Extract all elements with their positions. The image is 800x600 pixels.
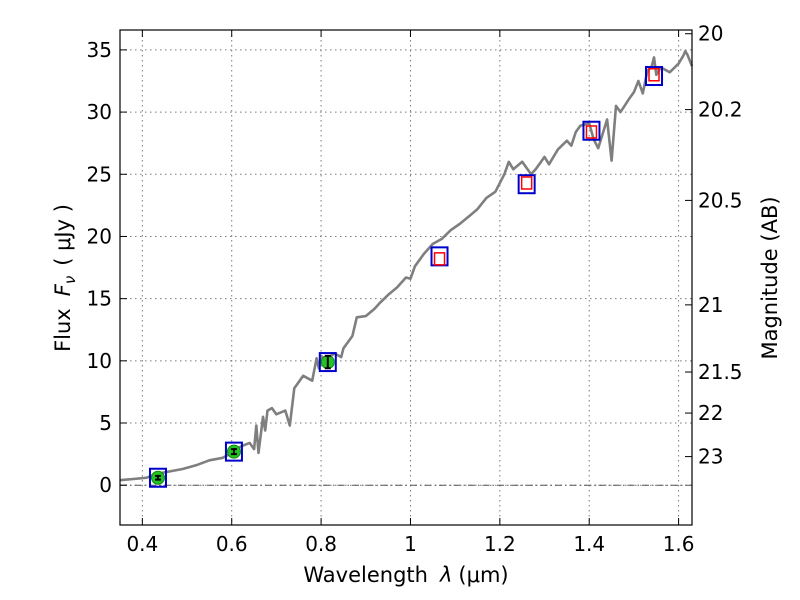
y-tick-label: 5: [99, 411, 112, 435]
y2-tick-label: 23: [698, 445, 723, 469]
x-axis-label: Wavelength λ (μm): [303, 563, 508, 587]
y-tick-label: 0: [99, 473, 112, 497]
y2-tick-label: 21.5: [698, 360, 743, 384]
filter-box: [318, 352, 337, 373]
grid-layer: [120, 30, 692, 525]
y-tick-label: 25: [87, 162, 112, 186]
filter-box: [582, 120, 601, 141]
synthetic-point: [520, 176, 533, 190]
y-tick-label: 15: [87, 287, 112, 311]
x-tick-label: 0.6: [216, 532, 248, 556]
spectrum-line: [119, 49, 694, 482]
filter-box: [148, 467, 167, 488]
y2-tick-label: 21: [698, 293, 723, 317]
synthetic-point: [585, 125, 598, 139]
x-tick-label: 0.8: [305, 532, 337, 556]
x-tick-label: 1.6: [663, 532, 695, 556]
synthetic-point: [648, 68, 660, 82]
plot-frame: [119, 29, 693, 526]
x-tick-label: 1.2: [484, 532, 516, 556]
x-tick-label: 1.4: [573, 532, 605, 556]
filter-box: [645, 66, 664, 87]
y-tick-label: 30: [87, 100, 112, 124]
y-tick-label: 10: [87, 349, 112, 373]
filter-box: [517, 174, 536, 195]
y2-tick-label: 20.2: [698, 98, 743, 122]
x-tick-label: 1: [404, 532, 417, 556]
y2-axis-label: Magnitude (AB): [758, 196, 782, 359]
x-tick-label: 0.4: [126, 532, 158, 556]
y2-tick-label: 22: [698, 401, 723, 425]
synthetic-point: [433, 252, 446, 266]
y-tick-label: 35: [87, 38, 112, 62]
filter-box: [224, 441, 243, 462]
y-tick-label: 20: [87, 224, 112, 248]
y2-tick-label: 20: [698, 22, 723, 46]
y-axis-label: FluxFν( μJy ): [51, 204, 79, 352]
y2-tick-label: 20.5: [698, 188, 743, 212]
marker-layer: [148, 66, 664, 488]
tick-layer: 0.4 0.6 0.8 1 1.2 1.4 1.6 0 5 10 15 20 25 30 35 20 20.2 2…: [87, 22, 743, 556]
